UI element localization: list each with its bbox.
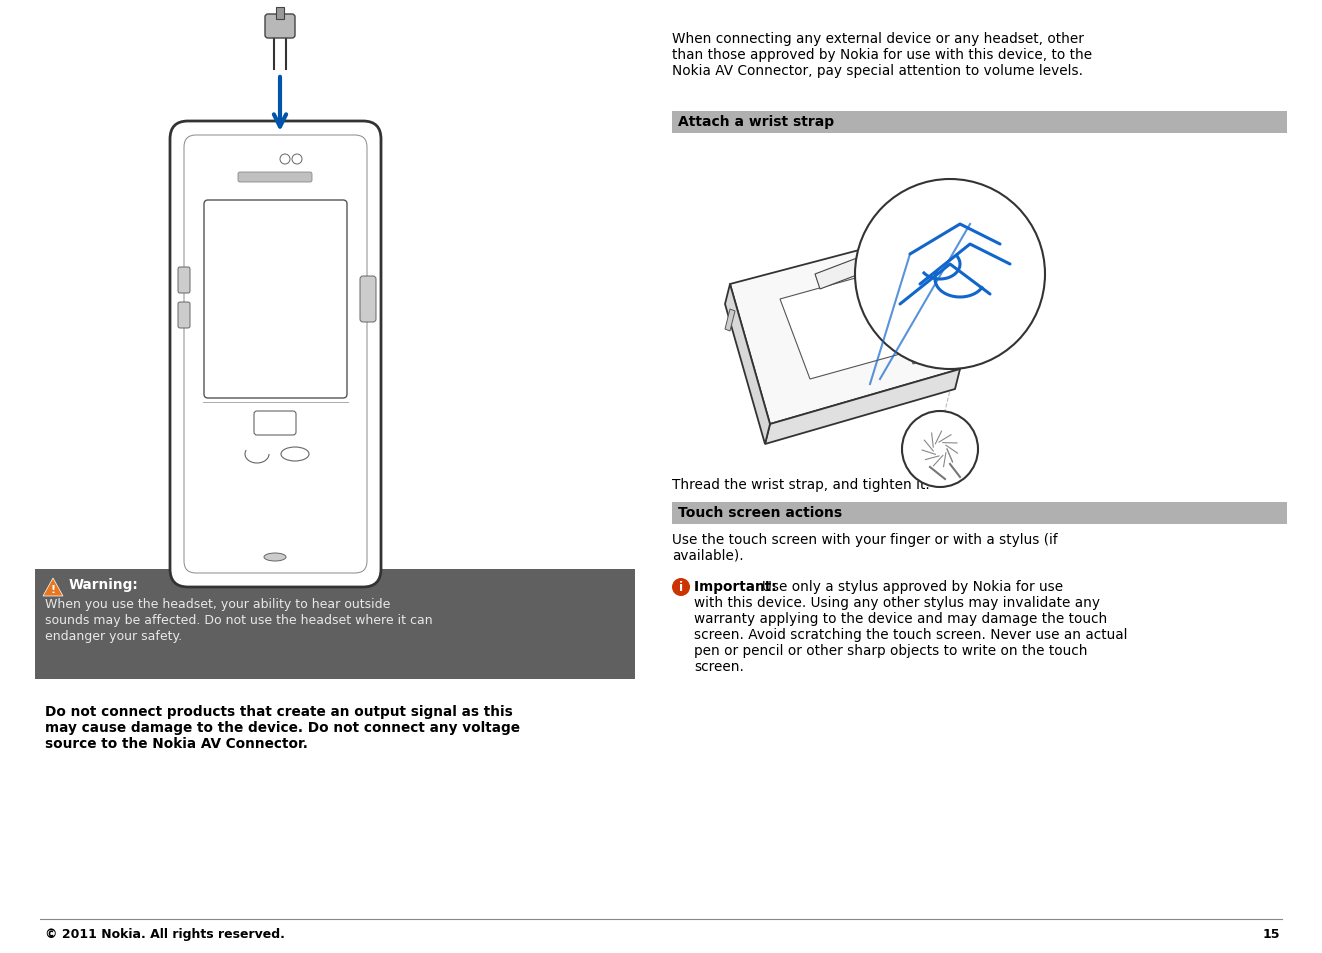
Polygon shape bbox=[910, 352, 928, 365]
Text: available).: available). bbox=[672, 548, 743, 562]
FancyBboxPatch shape bbox=[171, 122, 381, 587]
Text: screen.: screen. bbox=[694, 659, 744, 673]
Text: Thread the wrist strap, and tighten it.: Thread the wrist strap, and tighten it. bbox=[672, 477, 929, 492]
Polygon shape bbox=[814, 234, 925, 290]
Text: When connecting any external device or any headset, other: When connecting any external device or a… bbox=[672, 32, 1084, 46]
Polygon shape bbox=[780, 274, 900, 379]
Text: i: i bbox=[680, 581, 683, 594]
Text: Use the touch screen with your finger or with a stylus (if: Use the touch screen with your finger or… bbox=[672, 533, 1058, 546]
Text: sounds may be affected. Do not use the headset where it can: sounds may be affected. Do not use the h… bbox=[45, 614, 432, 626]
Polygon shape bbox=[765, 370, 960, 444]
Circle shape bbox=[902, 412, 978, 488]
Ellipse shape bbox=[282, 448, 309, 461]
Text: warranty applying to the device and may damage the touch: warranty applying to the device and may … bbox=[694, 612, 1108, 625]
Text: endanger your safety.: endanger your safety. bbox=[45, 629, 182, 642]
Polygon shape bbox=[730, 234, 960, 424]
Text: © 2011 Nokia. All rights reserved.: © 2011 Nokia. All rights reserved. bbox=[45, 927, 284, 940]
Text: Nokia AV Connector, pay special attention to volume levels.: Nokia AV Connector, pay special attentio… bbox=[672, 64, 1083, 78]
FancyBboxPatch shape bbox=[238, 172, 312, 183]
FancyBboxPatch shape bbox=[254, 412, 296, 436]
Text: with this device. Using any other stylus may invalidate any: with this device. Using any other stylus… bbox=[694, 596, 1100, 609]
FancyBboxPatch shape bbox=[360, 276, 375, 323]
Bar bbox=[276, 8, 284, 20]
Text: Use only a stylus approved by Nokia for use: Use only a stylus approved by Nokia for … bbox=[761, 579, 1063, 594]
Text: than those approved by Nokia for use with this device, to the: than those approved by Nokia for use wit… bbox=[672, 48, 1092, 62]
Text: screen. Avoid scratching the touch screen. Never use an actual: screen. Avoid scratching the touch scree… bbox=[694, 627, 1128, 641]
Text: pen or pencil or other sharp objects to write on the touch: pen or pencil or other sharp objects to … bbox=[694, 643, 1088, 658]
Text: Do not connect products that create an output signal as this: Do not connect products that create an o… bbox=[45, 704, 513, 719]
Text: Attach a wrist strap: Attach a wrist strap bbox=[678, 115, 834, 129]
FancyBboxPatch shape bbox=[204, 201, 346, 398]
Bar bbox=[672, 502, 1288, 524]
Text: 15: 15 bbox=[1263, 927, 1280, 940]
Circle shape bbox=[280, 154, 290, 165]
Circle shape bbox=[672, 578, 690, 597]
Text: Warning:: Warning: bbox=[69, 578, 139, 592]
Circle shape bbox=[292, 154, 301, 165]
Polygon shape bbox=[724, 310, 735, 332]
Text: !: ! bbox=[50, 584, 56, 595]
Text: source to the Nokia AV Connector.: source to the Nokia AV Connector. bbox=[45, 737, 308, 750]
Text: Important:: Important: bbox=[694, 579, 781, 594]
FancyBboxPatch shape bbox=[178, 268, 190, 294]
Text: When you use the headset, your ability to hear outside: When you use the headset, your ability t… bbox=[45, 598, 390, 610]
Polygon shape bbox=[44, 578, 63, 597]
Circle shape bbox=[855, 180, 1044, 370]
Bar bbox=[672, 112, 1288, 133]
Ellipse shape bbox=[264, 554, 286, 561]
Text: Touch screen actions: Touch screen actions bbox=[678, 505, 842, 519]
Text: may cause damage to the device. Do not connect any voltage: may cause damage to the device. Do not c… bbox=[45, 720, 520, 734]
FancyBboxPatch shape bbox=[264, 15, 295, 39]
Polygon shape bbox=[724, 285, 769, 444]
FancyBboxPatch shape bbox=[178, 303, 190, 329]
Bar bbox=[34, 569, 635, 679]
